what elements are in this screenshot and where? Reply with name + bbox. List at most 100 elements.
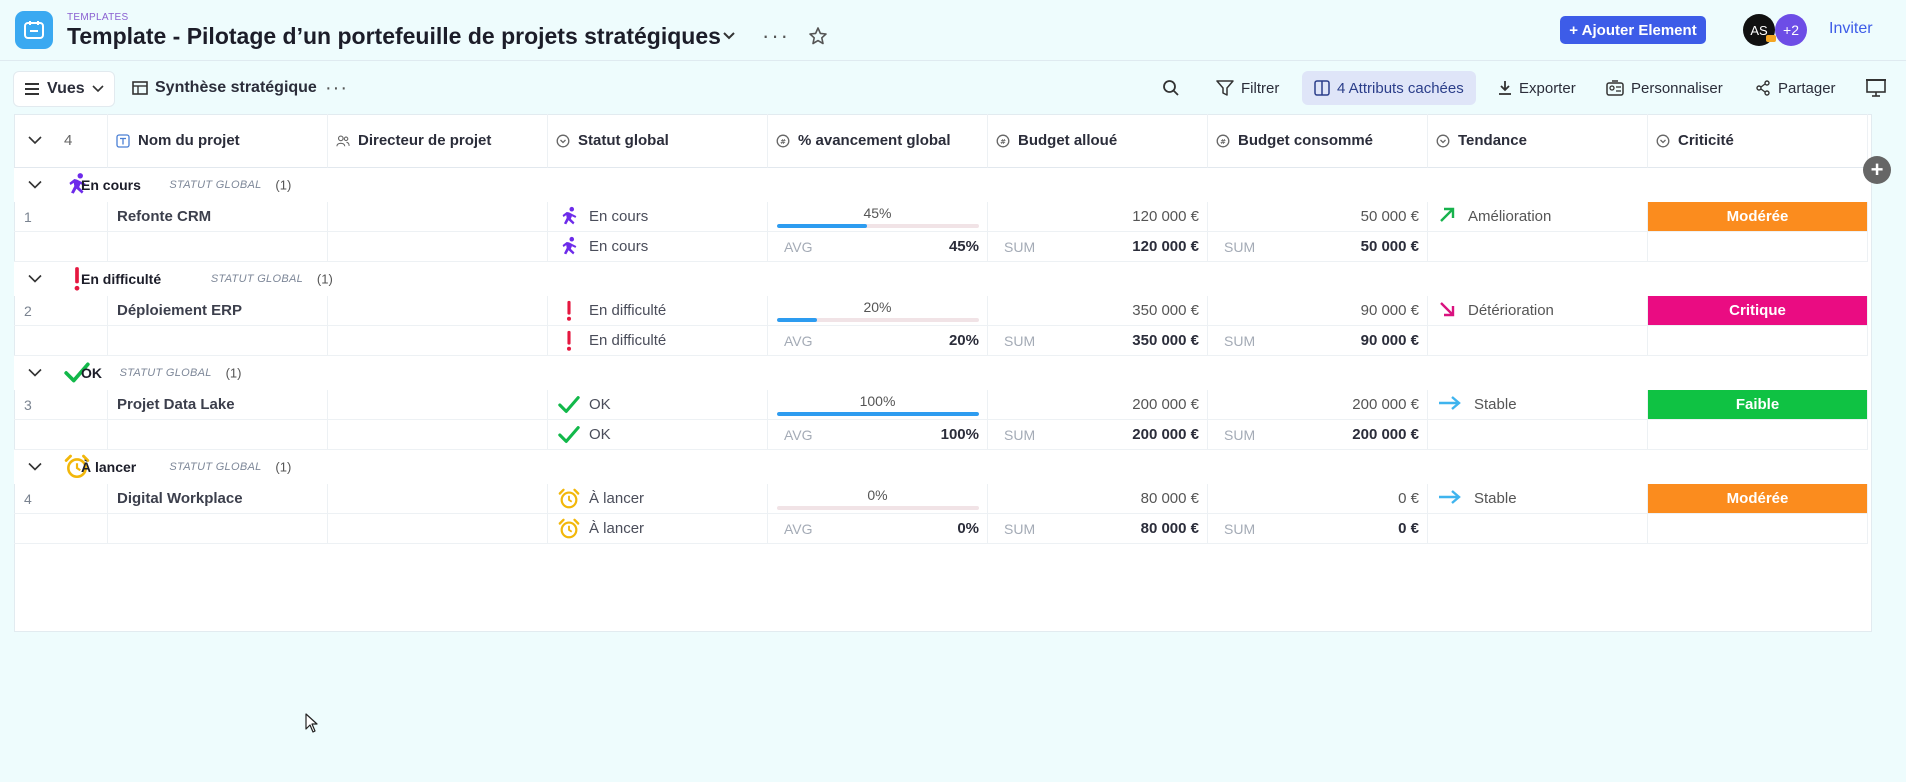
chevron-down-icon[interactable] xyxy=(28,459,42,476)
trend-cell[interactable]: Stable xyxy=(1428,484,1648,514)
criticality-badge[interactable]: Critique xyxy=(1648,296,1868,326)
breadcrumb[interactable]: TEMPLATES xyxy=(67,12,129,23)
progress-average[interactable]: AVG 0% xyxy=(768,514,988,544)
collapse-all-cell[interactable]: 4 xyxy=(14,114,108,168)
column-header-criticality[interactable]: Criticité xyxy=(1648,114,1868,168)
hidden-attributes-button[interactable]: 4 Attributs cachées xyxy=(1302,71,1476,105)
table-row[interactable]: 4 Digital Workplace À lancer 0% 80 000 €… xyxy=(14,484,1870,514)
progress-average[interactable]: AVG 100% xyxy=(768,420,988,450)
budget-cell[interactable]: 120 000 € xyxy=(988,202,1208,232)
consumed-sum[interactable]: SUM 50 000 € xyxy=(1208,232,1428,262)
group-header-row[interactable]: À lancer STATUT GLOBAL (1) xyxy=(14,450,1870,484)
project-name-cell[interactable]: Déploiement ERP xyxy=(108,296,328,326)
director-cell[interactable] xyxy=(328,390,548,420)
views-button[interactable]: Vues xyxy=(13,71,115,107)
presentation-icon[interactable] xyxy=(1865,68,1887,108)
favorite-star-icon[interactable] xyxy=(808,26,828,50)
search-icon[interactable] xyxy=(1162,68,1180,108)
criticality-badge[interactable]: Modérée xyxy=(1648,202,1868,232)
consumed-budget-cell[interactable]: 200 000 € xyxy=(1208,390,1428,420)
progress-cell[interactable]: 20% xyxy=(768,296,988,326)
column-header-consumed[interactable]: # Budget consommé xyxy=(1208,114,1428,168)
budget-sum[interactable]: SUM 120 000 € xyxy=(988,232,1208,262)
trend-label: Amélioration xyxy=(1468,208,1552,225)
select-field-icon xyxy=(556,134,570,148)
progress-cell[interactable]: 100% xyxy=(768,390,988,420)
add-element-button[interactable]: + Ajouter Element xyxy=(1560,16,1706,44)
chevron-down-icon[interactable] xyxy=(28,177,42,194)
row-number: 1 xyxy=(14,202,108,232)
customize-button[interactable]: Personnaliser xyxy=(1606,68,1723,108)
budget-sum[interactable]: SUM 350 000 € xyxy=(988,326,1208,356)
consumed-sum[interactable]: SUM 200 000 € xyxy=(1208,420,1428,450)
status-cell[interactable]: À lancer xyxy=(548,484,768,514)
project-name-cell[interactable]: Digital Workplace xyxy=(108,484,328,514)
column-label: Nom du projet xyxy=(138,132,240,149)
consumed-sum[interactable]: SUM 90 000 € xyxy=(1208,326,1428,356)
column-header-status[interactable]: Statut global xyxy=(548,114,768,168)
budget-cell[interactable]: 80 000 € xyxy=(988,484,1208,514)
avg-label: AVG xyxy=(784,426,813,443)
group-header-row[interactable]: En cours STATUT GLOBAL (1) xyxy=(14,168,1870,202)
budget-cell[interactable]: 200 000 € xyxy=(988,390,1208,420)
more-members-badge[interactable]: +2 xyxy=(1775,14,1807,46)
filter-icon xyxy=(1216,80,1234,96)
director-cell[interactable] xyxy=(328,296,548,326)
column-header-progress[interactable]: # % avancement global xyxy=(768,114,988,168)
group-header-row[interactable]: OK STATUT GLOBAL (1) xyxy=(14,356,1870,390)
add-column-button[interactable]: + xyxy=(1863,156,1891,184)
table-row[interactable]: 2 Déploiement ERP En difficulté 20% 350 … xyxy=(14,296,1870,326)
current-view[interactable]: Synthèse stratégique xyxy=(132,68,317,108)
page-title[interactable]: Template - Pilotage d’un portefeuille de… xyxy=(67,23,721,49)
budget-sum[interactable]: SUM 80 000 € xyxy=(988,514,1208,544)
view-more-icon[interactable]: ··· xyxy=(325,76,348,99)
criticality-badge[interactable]: Modérée xyxy=(1648,484,1868,514)
summary-status: À lancer xyxy=(548,514,768,544)
director-cell[interactable] xyxy=(328,202,548,232)
share-button[interactable]: Partager xyxy=(1755,68,1836,108)
column-label: Statut global xyxy=(578,132,669,149)
title-chevron-down-icon[interactable] xyxy=(722,28,736,45)
invite-link[interactable]: Inviter xyxy=(1829,20,1873,37)
progress-fill xyxy=(776,224,868,228)
consumed-budget-cell[interactable]: 50 000 € xyxy=(1208,202,1428,232)
trend-cell[interactable]: Stable xyxy=(1428,390,1648,420)
app-calendar-icon[interactable] xyxy=(15,11,53,49)
consumed-budget-cell[interactable]: 90 000 € xyxy=(1208,296,1428,326)
project-name-cell[interactable]: Refonte CRM xyxy=(108,202,328,232)
column-header-name[interactable]: Nom du projet xyxy=(108,114,328,168)
trend-cell[interactable]: Amélioration xyxy=(1428,202,1648,232)
svg-text:#: # xyxy=(1220,138,1226,146)
criticality-badge[interactable]: Faible xyxy=(1648,390,1868,420)
chevron-down-icon[interactable] xyxy=(28,271,42,288)
sum-label: SUM xyxy=(1224,238,1256,255)
progress-average[interactable]: AVG 45% xyxy=(768,232,988,262)
column-header-budget[interactable]: # Budget alloué xyxy=(988,114,1208,168)
progress-cell[interactable]: 45% xyxy=(768,202,988,232)
export-button[interactable]: Exporter xyxy=(1498,68,1576,108)
table-row[interactable]: 3 Projet Data Lake OK 100% 200 000 € 200… xyxy=(14,390,1870,420)
status-cell[interactable]: En cours xyxy=(548,202,768,232)
column-header-trend[interactable]: Tendance xyxy=(1428,114,1648,168)
divider xyxy=(0,60,1906,61)
consumed-sum[interactable]: SUM 0 € xyxy=(1208,514,1428,544)
trend-cell[interactable]: Détérioration xyxy=(1428,296,1648,326)
project-name-cell[interactable]: Projet Data Lake xyxy=(108,390,328,420)
consumed-budget-cell[interactable]: 0 € xyxy=(1208,484,1428,514)
director-cell[interactable] xyxy=(328,484,548,514)
filter-label: Filtrer xyxy=(1241,79,1280,97)
chevron-down-icon[interactable] xyxy=(28,365,42,382)
share-icon xyxy=(1756,80,1770,96)
budget-sum[interactable]: SUM 200 000 € xyxy=(988,420,1208,450)
group-header-row[interactable]: En difficulté STATUT GLOBAL (1) xyxy=(14,262,1870,296)
summary-spacer xyxy=(1648,514,1868,544)
avg-label: AVG xyxy=(784,238,813,255)
progress-average[interactable]: AVG 20% xyxy=(768,326,988,356)
table-row[interactable]: 1 Refonte CRM En cours 45% 120 000 € 50 … xyxy=(14,202,1870,232)
status-cell[interactable]: OK xyxy=(548,390,768,420)
filter-button[interactable]: Filtrer xyxy=(1216,68,1279,108)
status-cell[interactable]: En difficulté xyxy=(548,296,768,326)
budget-cell[interactable]: 350 000 € xyxy=(988,296,1208,326)
column-header-director[interactable]: Directeur de projet xyxy=(328,114,548,168)
progress-cell[interactable]: 0% xyxy=(768,484,988,514)
